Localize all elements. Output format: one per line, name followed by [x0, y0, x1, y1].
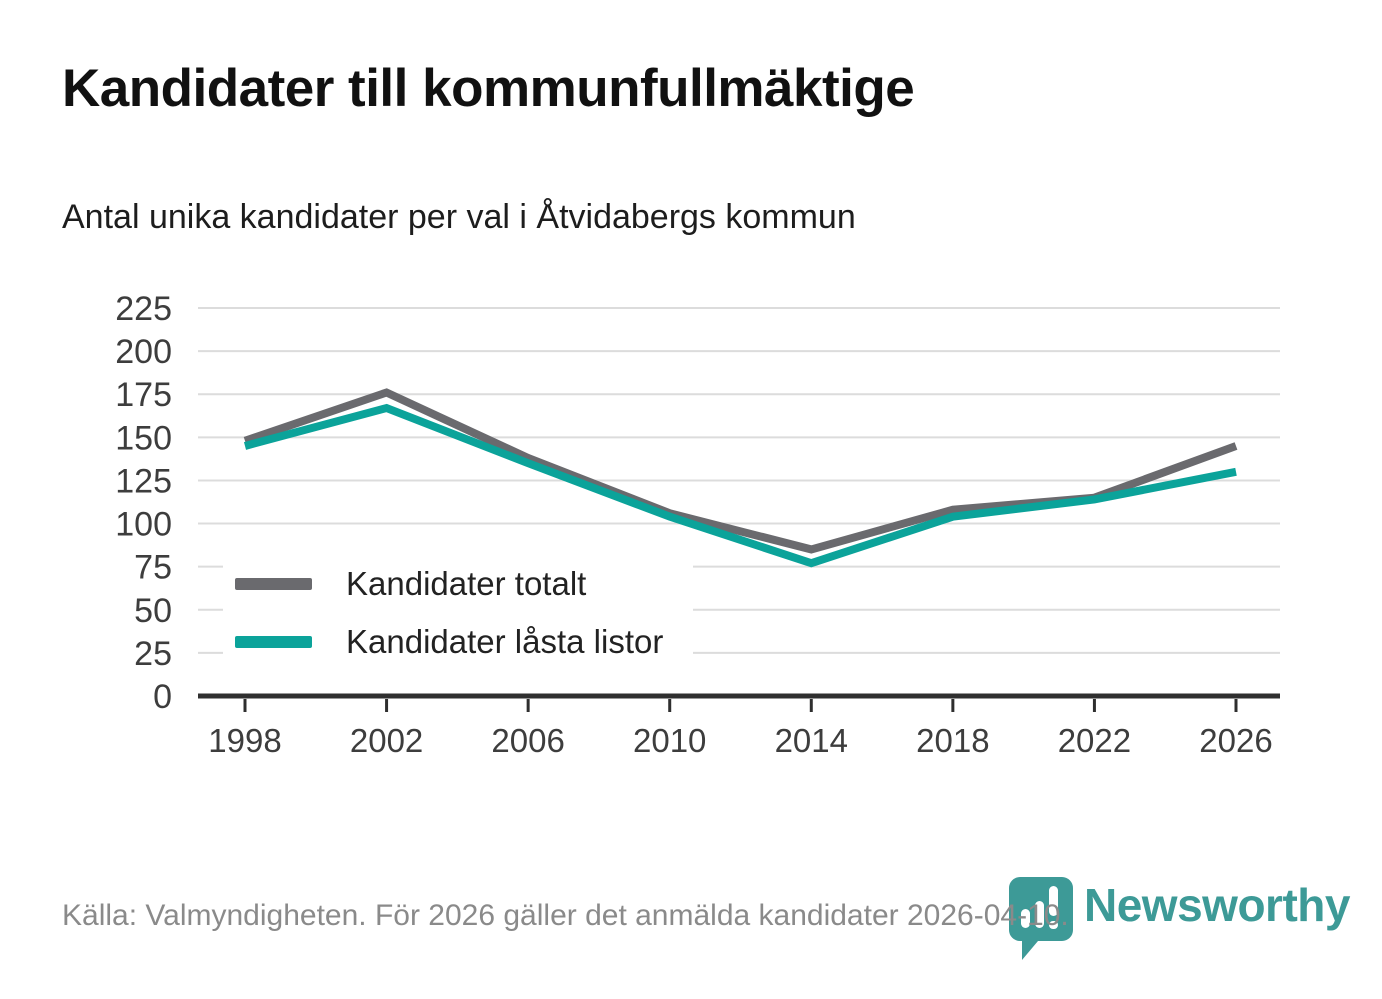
y-axis-label: 75: [134, 549, 172, 587]
legend-label: Kandidater totalt: [346, 565, 587, 602]
chart-legend: Kandidater totalt Kandidater låsta listor: [223, 551, 694, 677]
x-axis-label: 2002: [350, 722, 423, 759]
y-axis-label: 25: [134, 635, 172, 673]
x-axis-label: 1998: [208, 722, 281, 759]
legend-swatch: [235, 578, 312, 590]
y-axis-label: 0: [153, 678, 172, 716]
newsworthy-logo-icon: [1009, 877, 1073, 960]
legend-item: Kandidater totalt: [235, 565, 663, 603]
newsworthy-logo: Newsworthy: [1008, 876, 1350, 968]
y-axis-label: 150: [115, 419, 172, 457]
source-note: Källa: Valmyndigheten. För 2026 gäller d…: [62, 899, 1069, 932]
x-axis-label: 2010: [633, 722, 706, 759]
bar-tall: [1049, 886, 1058, 916]
legend-label: Kandidater låsta listor: [346, 623, 664, 660]
bar-short: [1021, 909, 1030, 928]
legend-swatch: [235, 636, 312, 648]
y-axis-label: 100: [115, 506, 172, 544]
x-axis-label: 2014: [775, 722, 848, 759]
chart-subtitle: Antal unika kandidater per val i Åtvidab…: [62, 198, 856, 236]
x-axis-label: 2026: [1199, 722, 1272, 759]
exclamation-dot: [1049, 921, 1058, 929]
series-line-kandidater-l-sta-listor: [243, 403, 1237, 568]
legend-item: Kandidater låsta listor: [235, 623, 663, 661]
y-axis-label: 50: [134, 592, 172, 630]
y-axis-label: 200: [115, 333, 172, 371]
chart-title: Kandidater till kommunfullmäktige: [62, 59, 915, 118]
bar-medium: [1035, 901, 1044, 928]
series-line-kandidater-totalt: [243, 388, 1238, 554]
x-axis-label: 2018: [916, 722, 989, 759]
y-axis-label: 125: [115, 462, 172, 500]
y-axis-label: 225: [115, 290, 172, 328]
newsworthy-logo-text: Newsworthy: [1084, 879, 1350, 931]
x-axis-label: 2006: [491, 722, 564, 759]
x-axis-label: 2022: [1058, 722, 1131, 759]
y-axis-label: 175: [115, 376, 172, 414]
